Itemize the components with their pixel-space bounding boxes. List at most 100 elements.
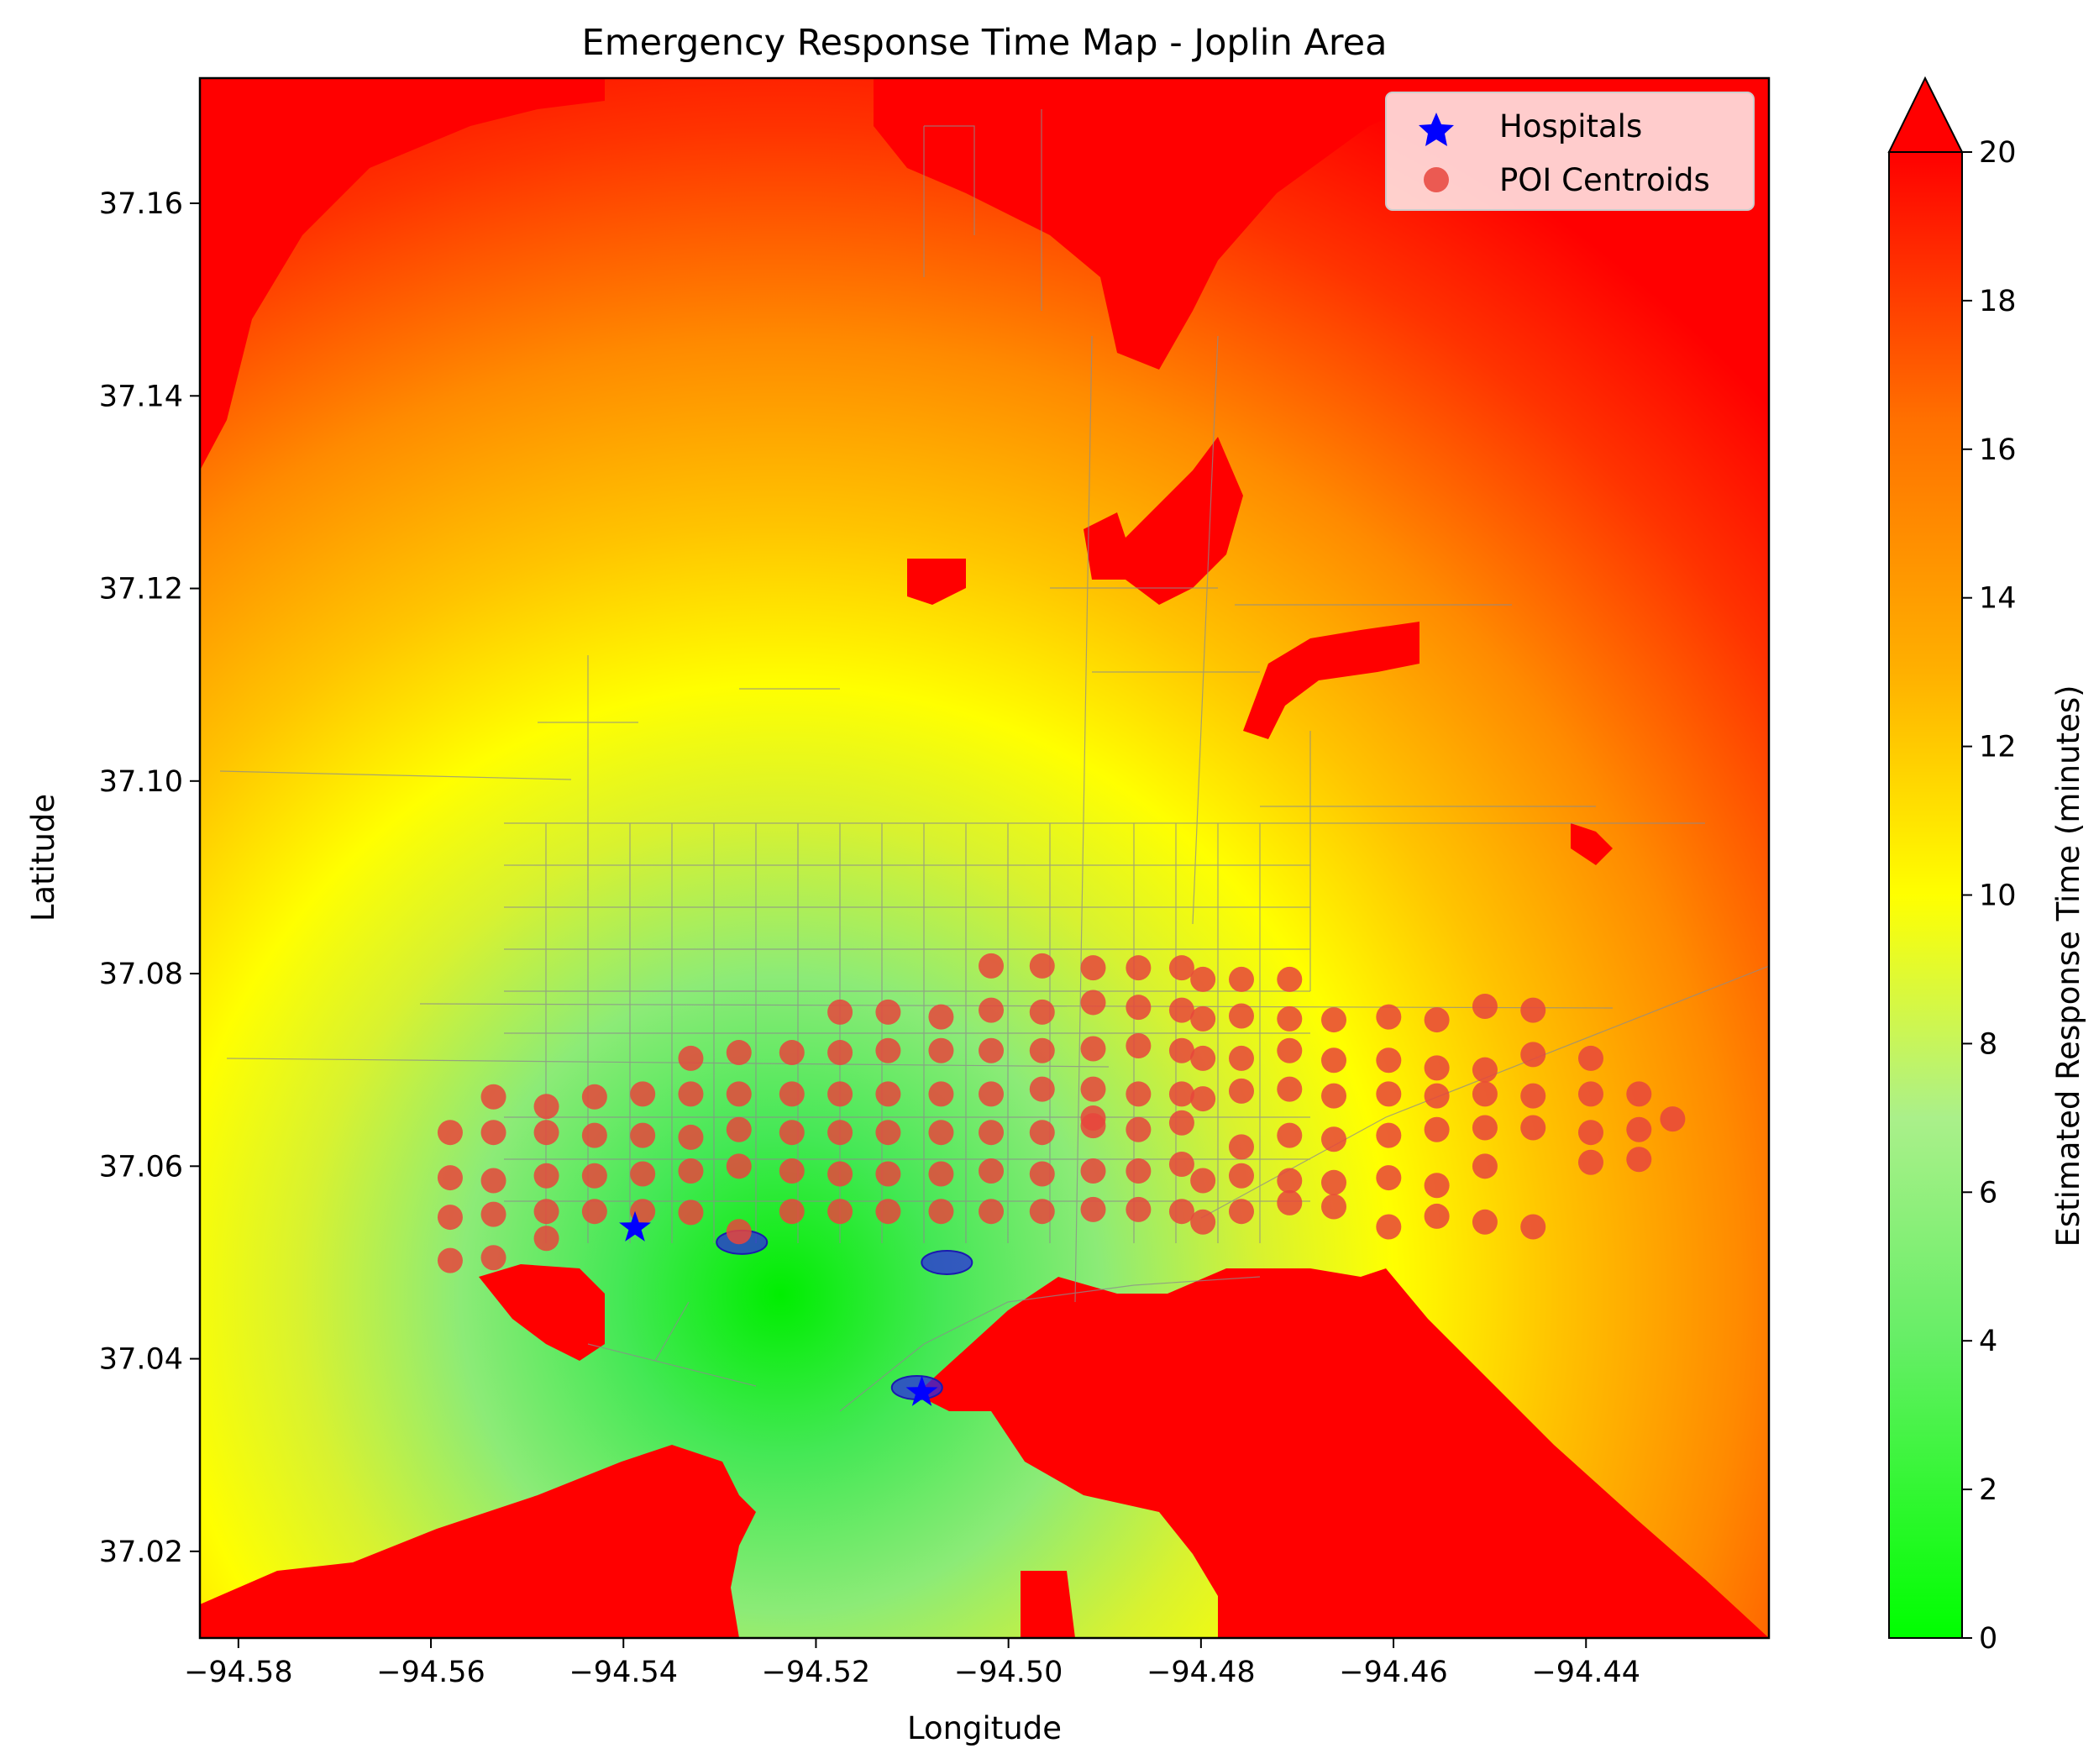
colorbar-gradient [1888, 151, 1963, 1639]
poi-centroid-point [1190, 1005, 1216, 1032]
poi-centroid-point [1080, 990, 1106, 1016]
poi-centroid-point [581, 1084, 607, 1110]
colorbar-tick-label: 10 [1979, 879, 2017, 913]
poi-centroid-point [1126, 955, 1152, 981]
poi-centroid-point [1228, 966, 1254, 992]
poi-centroid-point [1520, 1083, 1546, 1109]
poi-centroid-point [979, 1199, 1005, 1225]
poi-centroid-point [1520, 1042, 1546, 1068]
poi-centroid-point [827, 1199, 853, 1225]
legend-box [1385, 92, 1755, 211]
colorbar-tick-label: 8 [1979, 1027, 1997, 1061]
poi-centroid-point [533, 1226, 559, 1252]
poi-centroid-point [1228, 1134, 1254, 1160]
y-tick-label: 37.08 [99, 958, 183, 991]
poi-centroid-point [1424, 1203, 1450, 1229]
poi-centroid-point [1424, 1007, 1450, 1033]
x-tick-label: −94.58 [184, 1656, 293, 1689]
poi-centroid-point [1029, 1120, 1055, 1146]
poi-centroid-point [1029, 1161, 1055, 1187]
poi-centroid-point [533, 1094, 559, 1120]
poi-centroid-point [1029, 1199, 1055, 1225]
y-tick-label: 37.14 [99, 380, 183, 413]
poi-centroid-point [1126, 1116, 1152, 1142]
poi-centroid-point [779, 1120, 805, 1146]
x-tick-label: −94.54 [569, 1656, 678, 1689]
colorbar-tick-label: 12 [1979, 731, 2017, 764]
poi-centroid-point [827, 1161, 853, 1187]
y-tick-label: 37.06 [99, 1150, 183, 1184]
x-tick-label: −94.44 [1531, 1656, 1640, 1689]
poi-centroid-point [1626, 1116, 1652, 1142]
poi-centroid-point [1080, 955, 1106, 981]
poi-centroid-point [979, 997, 1005, 1023]
poi-centroid-point [779, 1199, 805, 1225]
y-tick-label: 37.12 [99, 573, 183, 606]
poi-centroid-point [779, 1158, 805, 1184]
poi-centroid-point [437, 1247, 463, 1273]
poi-centroid-point [1472, 1057, 1498, 1083]
poi-centroid-point [533, 1120, 559, 1146]
poi-centroid-point [779, 1040, 805, 1066]
poi-centroid-point [827, 1040, 853, 1066]
poi-centroid-point [437, 1120, 463, 1146]
poi-centroid-point [630, 1161, 656, 1187]
x-tick-label: −94.48 [1147, 1656, 1256, 1689]
poi-centroid-point [1228, 1003, 1254, 1029]
y-tick-label: 37.04 [99, 1343, 183, 1377]
x-axis-ticks: −94.58 −94.56 −94.54 −94.52 −94.50 −94.48 −94.… [184, 1638, 1640, 1689]
poi-centroid-point [1626, 1147, 1652, 1173]
legend-hospital-star-icon [1419, 113, 1454, 146]
y-tick-label: 37.02 [99, 1536, 183, 1569]
poi-centroid-point [928, 1037, 954, 1063]
x-tick-label: −94.50 [954, 1656, 1063, 1689]
poi-centroid-point [928, 1199, 954, 1225]
colorbar-tick-label: 4 [1979, 1325, 1997, 1358]
hospital-star [905, 1375, 938, 1406]
poi-centroid-point [1472, 1153, 1498, 1179]
poi-centroid-point [1168, 1081, 1194, 1107]
poi-centroid-point [1376, 1165, 1402, 1191]
poi-centroid-point [1168, 997, 1194, 1023]
poi-centroid-point [726, 1116, 752, 1142]
poi-centroid-point [1376, 1047, 1402, 1074]
poi-centroid-point [827, 1120, 853, 1146]
poi-centroid-point [875, 1120, 901, 1146]
y-tick-label: 37.10 [99, 765, 183, 799]
poi-centroid-point [1168, 1037, 1194, 1063]
poi-centroid-point [1228, 1045, 1254, 1071]
poi-centroid-point [1277, 1005, 1303, 1032]
poi-centroid-point [1321, 1083, 1347, 1109]
poi-centroid-point [1190, 1086, 1216, 1112]
poi-centroid-point [1228, 1078, 1254, 1104]
poi-centroid-point [928, 1120, 954, 1146]
legend: Hospitals POI Centroids [1385, 92, 1755, 211]
poi-centroid-point [827, 1081, 853, 1107]
poi-centroid-point [1376, 1081, 1402, 1107]
poi-centroid-point [1577, 1081, 1603, 1107]
poi-centroid-point [1472, 1081, 1498, 1107]
poi-centroid-point [630, 1122, 656, 1148]
poi-centroid-point [437, 1205, 463, 1231]
y-axis-ticks: 37.02 37.04 37.06 37.08 37.10 37.12 37.14 37.16 [99, 187, 200, 1569]
hospital-area [921, 1249, 973, 1275]
poi-centroid-point [480, 1168, 506, 1194]
poi-centroid-point [630, 1081, 656, 1107]
poi-centroid-point [1520, 997, 1546, 1023]
poi-centroid-point [1168, 1110, 1194, 1136]
poi-centroid-point [1520, 1214, 1546, 1240]
hospital-star-markers [619, 1210, 938, 1406]
poi-centroid-point [779, 1081, 805, 1107]
poi-centroid-point [1376, 1214, 1402, 1240]
poi-centroid-point [1080, 1076, 1106, 1102]
colorbar-tick-label: 2 [1979, 1473, 1997, 1507]
colorbar-tick-label: 0 [1979, 1622, 1997, 1656]
poi-centroid-point [875, 1037, 901, 1063]
poi-centroid-point [678, 1200, 704, 1226]
poi-centroid-point [1277, 1122, 1303, 1148]
poi-centroid-point [480, 1201, 506, 1227]
poi-centroid-point [1277, 1076, 1303, 1102]
poi-centroid-point [1472, 1115, 1498, 1141]
poi-centroid-point [1660, 1106, 1686, 1132]
